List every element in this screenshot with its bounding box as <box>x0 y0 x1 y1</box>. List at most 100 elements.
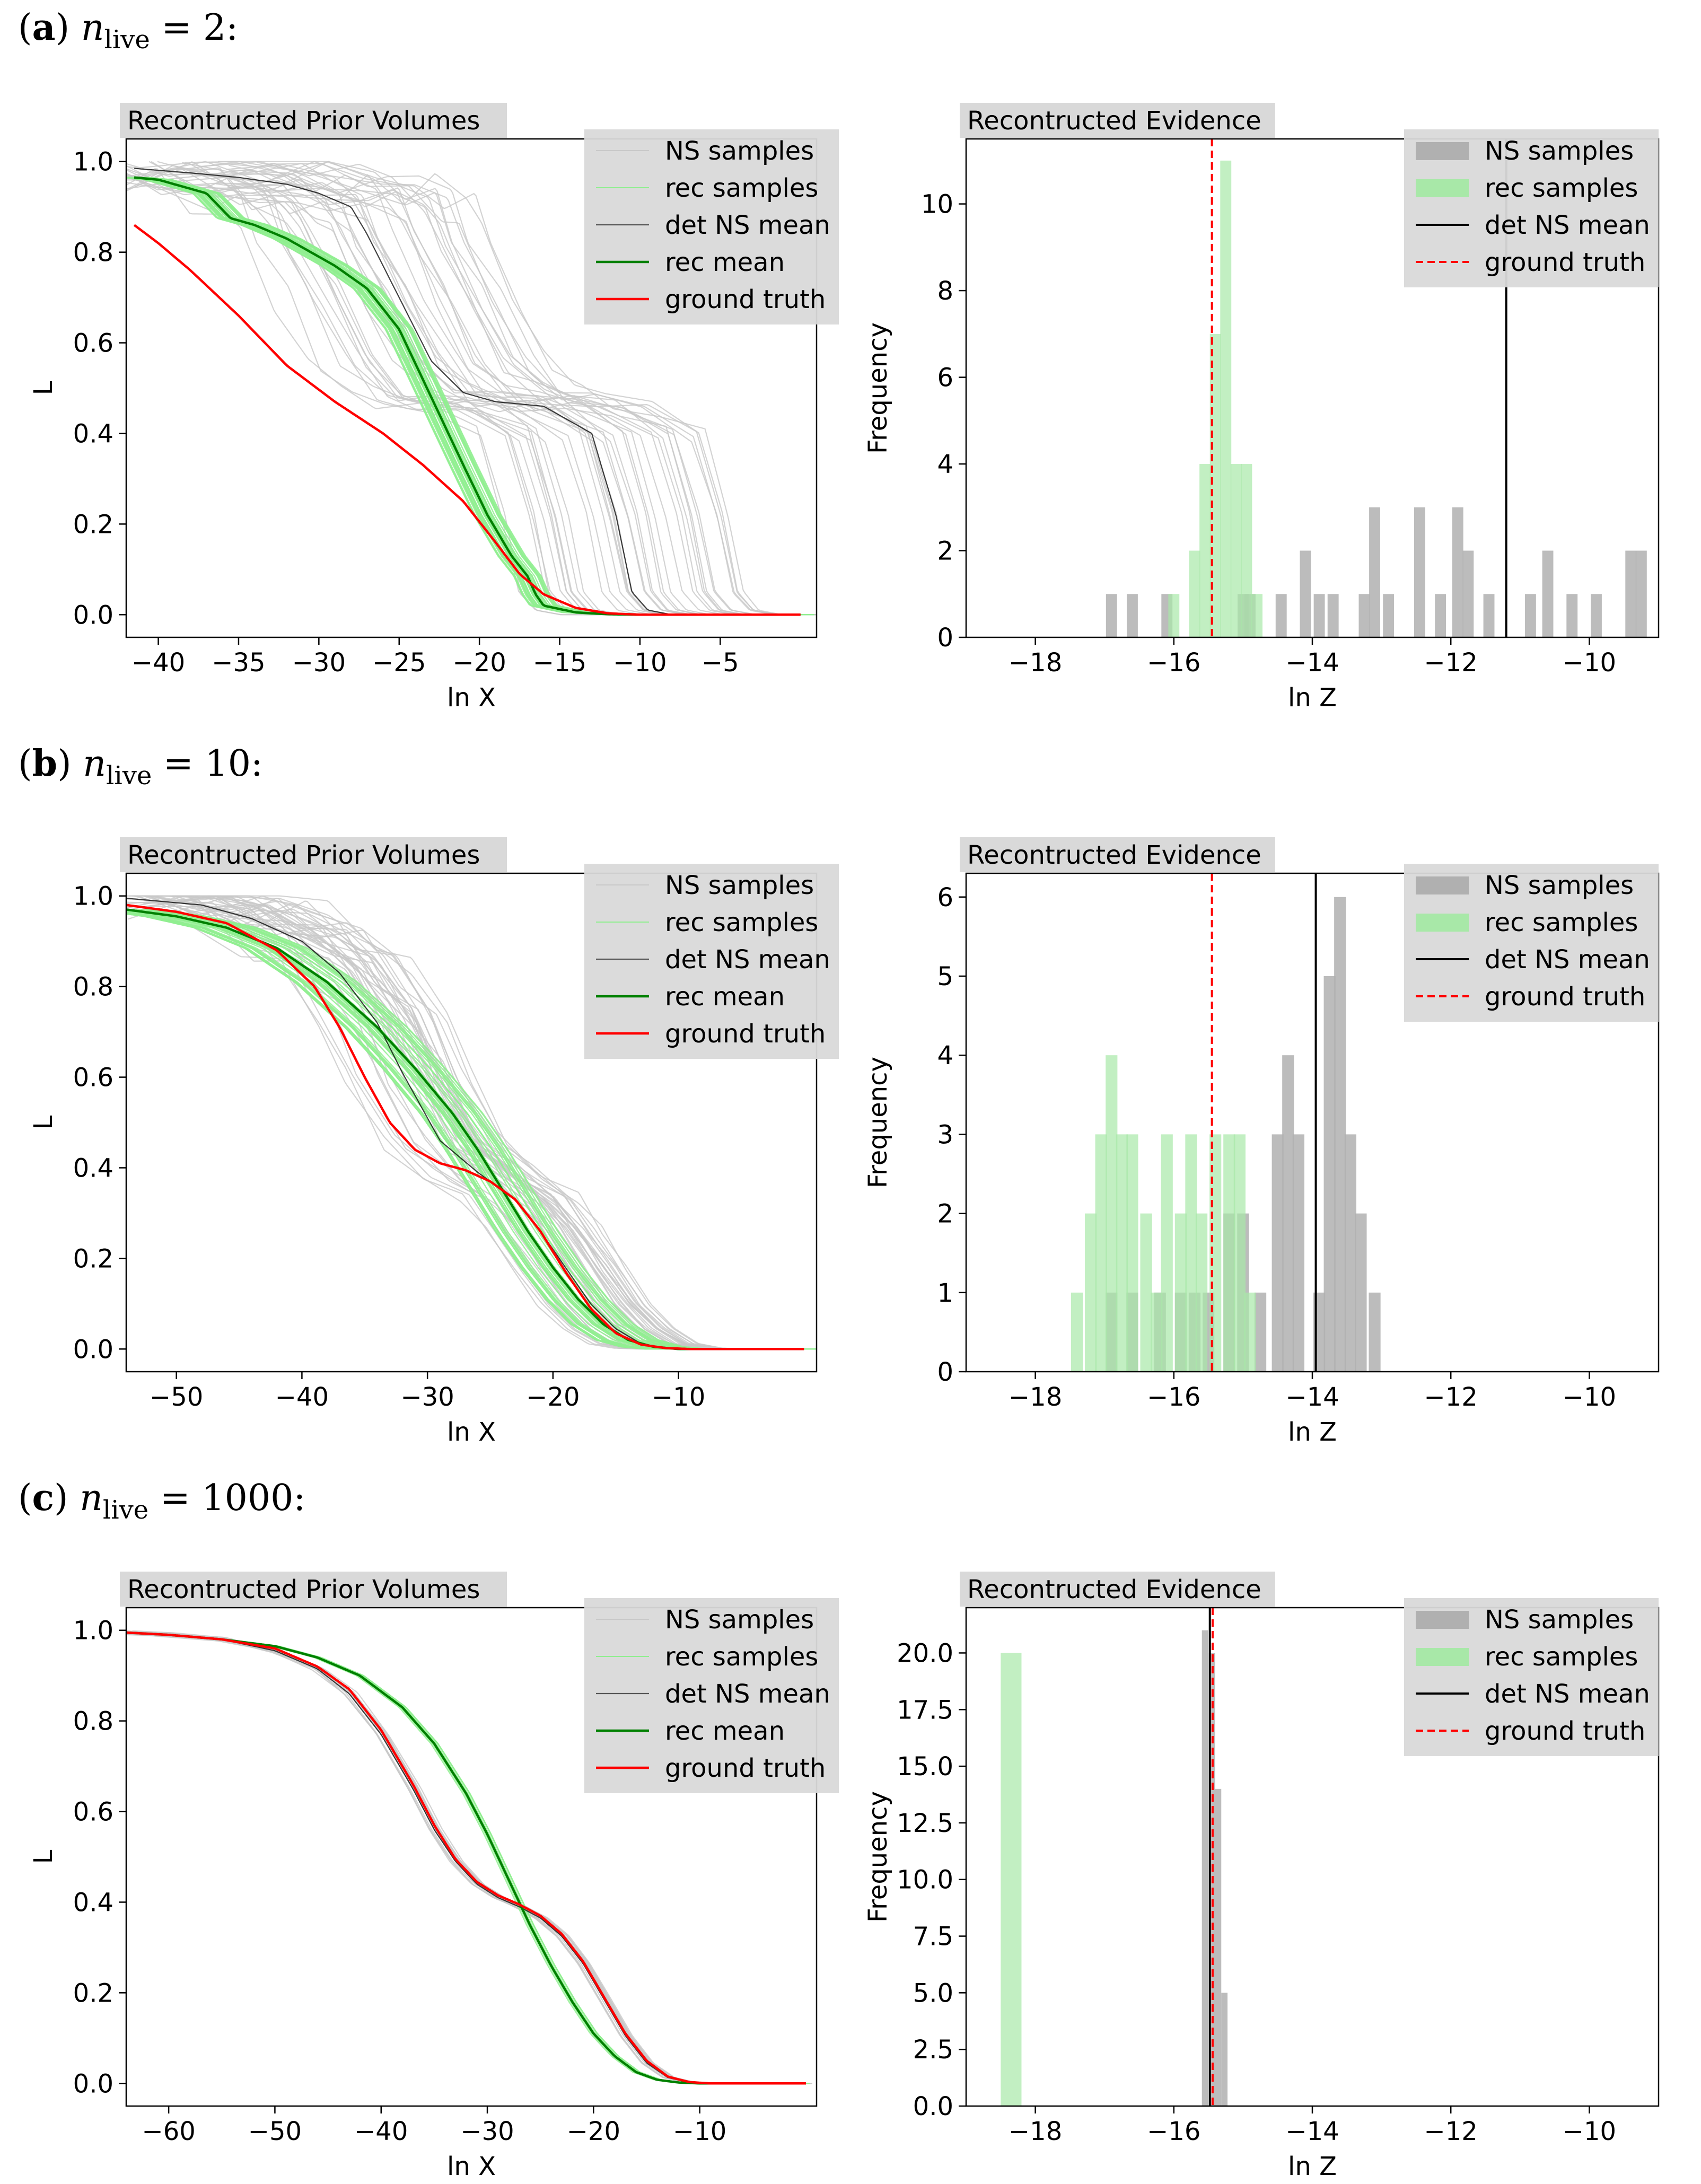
panel-paren-close: ) <box>54 1477 80 1519</box>
ns-sample-bar <box>1106 594 1117 637</box>
ns-sample-bar <box>1275 594 1287 637</box>
plot-frame <box>125 872 818 1373</box>
ns-sample-bar <box>1272 1134 1284 1372</box>
evidence-histogram: −18 −16 −14 −12 −10 0.0 2.5 5.0 7.5 10.0 12.5 15.0 1… <box>863 1572 1660 2181</box>
ns-sample-line <box>152 896 817 1350</box>
y-tick-label: 0.2 <box>73 1978 113 2008</box>
y-tick-label: 12.5 <box>897 1809 953 1838</box>
x-tick-label: −30 <box>292 648 346 678</box>
ns-sample-bar <box>1435 594 1446 637</box>
title-background <box>960 837 1275 872</box>
legend-entry: ground truth <box>665 285 826 314</box>
colon: : <box>293 1477 305 1519</box>
legend-box <box>584 864 839 1059</box>
x-axis-label: ln Z <box>1288 2152 1337 2181</box>
x-tick-label: −35 <box>212 648 265 678</box>
x-tick-label: −40 <box>354 2117 408 2146</box>
x-tick-label: −12 <box>1424 2117 1478 2146</box>
legend-entry: det NS mean <box>665 210 830 240</box>
legend-entry: NS samples <box>665 871 814 900</box>
y-tick-label: 0.0 <box>73 1335 113 1364</box>
plot-frame <box>125 138 818 638</box>
y-tick-label: 0 <box>937 1357 953 1387</box>
y-tick-label: 10.0 <box>897 1865 953 1895</box>
n-live-value: 2 <box>203 7 226 49</box>
x-tick-label: −15 <box>533 648 586 678</box>
ns-sample-line <box>201 161 817 616</box>
x-tick-label: −10 <box>652 1382 705 1412</box>
live-subscript: live <box>103 1495 148 1525</box>
legend-swatch <box>1416 914 1469 932</box>
prior-volumes-chart: −40 −35 −30 −25 −20 −15 −10 −5 0.0 0.2 0.4 0.6 0.8 1.… <box>29 103 839 713</box>
y-tick-label: 1.0 <box>73 147 113 177</box>
ns-sample-bar <box>1566 594 1578 637</box>
ns-sample-bar <box>1355 1213 1367 1372</box>
y-tick-label: 5.0 <box>913 1978 953 2008</box>
chart-title: Recontructed Evidence <box>967 1575 1261 1604</box>
panel-paren-open: ( <box>18 1477 32 1519</box>
x-tick-label: −30 <box>400 1382 454 1412</box>
ns-sample-bar <box>1300 550 1311 637</box>
legend-entry: rec samples <box>1485 1642 1638 1672</box>
rec-sample-bar <box>1116 1134 1128 1372</box>
rec-sample-bar <box>1140 1213 1152 1372</box>
x-tick-label: −18 <box>1009 1382 1062 1412</box>
legend-entry: det NS mean <box>1485 1679 1650 1709</box>
panel-letter: c <box>32 1477 54 1519</box>
y-tick-label: 15.0 <box>897 1752 953 1782</box>
ns-sample-bar <box>1524 594 1536 637</box>
y-tick-label: 17.5 <box>897 1695 953 1725</box>
ns-sample-bar <box>1323 976 1336 1372</box>
legend-entry: ground truth <box>1485 982 1645 1012</box>
ns-sample-line <box>215 183 817 616</box>
legend-swatch <box>1416 179 1469 197</box>
x-axis-label: ln Z <box>1288 1417 1337 1447</box>
y-tick-label: 0.2 <box>73 510 113 539</box>
ns-sample-line <box>176 162 817 616</box>
x-tick-label: −16 <box>1147 1382 1200 1412</box>
equals-sign: = <box>152 743 205 785</box>
ns-sample-bar <box>1452 507 1463 637</box>
panel-label: (c) nlive = 1000: <box>18 1477 305 1525</box>
legend-entry: NS samples <box>1485 1605 1634 1635</box>
legend-entry: NS samples <box>665 1605 814 1635</box>
title-background <box>120 103 507 138</box>
legend-entry: rec samples <box>1485 173 1638 203</box>
rec-sample-bar <box>1106 1055 1118 1372</box>
x-tick-label: −12 <box>1424 648 1478 678</box>
panel-paren-close: ) <box>57 743 83 785</box>
ns-sample-bar <box>1542 550 1554 637</box>
ns-sample-bar <box>1334 897 1346 1372</box>
legend-swatch <box>1416 142 1469 160</box>
plot-frame <box>125 1607 818 2107</box>
ns-sample-line <box>218 161 817 616</box>
x-tick-label: −10 <box>1563 1382 1616 1412</box>
ns-sample-bar <box>1126 594 1138 637</box>
y-axis-label: L <box>29 1849 58 1864</box>
rec-sample-bar <box>1244 1292 1256 1372</box>
panel-letter: a <box>32 6 56 49</box>
live-subscript: live <box>104 25 150 55</box>
y-tick-label: 6 <box>937 363 953 393</box>
title-background <box>960 1572 1275 1607</box>
y-tick-label: 10 <box>921 190 953 220</box>
x-tick-label: −10 <box>1563 648 1616 678</box>
y-tick-label: 2 <box>937 1199 953 1229</box>
x-tick-label: −50 <box>248 2117 302 2146</box>
ns-sample-bar <box>1383 594 1395 637</box>
x-tick-label: −12 <box>1424 1382 1478 1412</box>
y-tick-label: 0.4 <box>73 1888 113 1917</box>
x-axis-label: ln X <box>447 683 496 713</box>
live-subscript: live <box>106 761 152 791</box>
panel-paren-close: ) <box>56 7 81 49</box>
n-live-value: 10 <box>205 743 251 785</box>
legend-entry: det NS mean <box>1485 945 1650 975</box>
ns-sample-line <box>231 169 817 616</box>
x-tick-label: −20 <box>526 1382 580 1412</box>
y-tick-label: 6 <box>937 883 953 913</box>
ns-sample-bar <box>1202 1630 1208 2106</box>
y-tick-label: 0.0 <box>73 600 113 630</box>
title-background <box>960 103 1275 138</box>
y-tick-label: 0.4 <box>73 1153 113 1183</box>
ns-sample-bar <box>1635 550 1647 637</box>
